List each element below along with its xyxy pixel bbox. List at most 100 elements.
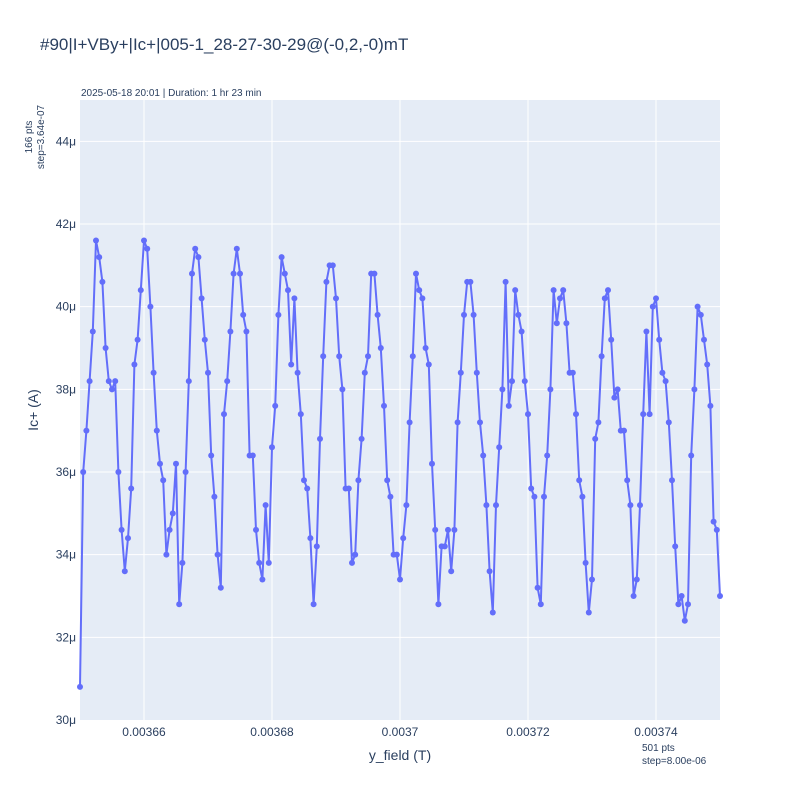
data-point[interactable] — [221, 411, 227, 418]
data-point[interactable] — [541, 493, 547, 500]
data-point[interactable] — [393, 551, 400, 558]
data-point[interactable] — [381, 402, 387, 409]
data-point[interactable] — [201, 336, 208, 343]
data-point[interactable] — [173, 460, 179, 467]
data-point[interactable] — [259, 576, 266, 583]
data-point[interactable] — [713, 526, 720, 533]
data-point[interactable] — [592, 435, 599, 442]
data-point[interactable] — [205, 369, 211, 376]
data-point[interactable] — [80, 469, 87, 475]
data-point[interactable] — [160, 477, 167, 484]
data-point[interactable] — [377, 345, 384, 351]
data-point[interactable] — [214, 551, 221, 558]
data-point[interactable] — [297, 411, 304, 418]
data-point[interactable] — [336, 353, 343, 360]
data-point[interactable] — [675, 601, 682, 608]
data-point[interactable] — [320, 353, 327, 360]
data-point[interactable] — [505, 402, 512, 409]
data-point[interactable] — [422, 345, 429, 351]
data-point[interactable] — [285, 287, 291, 294]
data-point[interactable] — [659, 369, 666, 376]
data-point[interactable] — [182, 469, 189, 475]
data-point[interactable] — [262, 502, 269, 509]
data-point[interactable] — [707, 402, 714, 409]
data-point[interactable] — [349, 559, 355, 566]
data-point[interactable] — [403, 502, 410, 509]
data-point[interactable] — [147, 303, 154, 310]
data-point[interactable] — [288, 361, 295, 368]
data-point[interactable] — [518, 328, 525, 335]
data-point[interactable] — [544, 452, 551, 459]
data-point[interactable] — [125, 535, 131, 542]
data-point[interactable] — [496, 444, 503, 451]
data-point[interactable] — [233, 245, 240, 252]
data-point[interactable] — [454, 419, 461, 426]
data-point[interactable] — [691, 386, 698, 393]
data-point[interactable] — [681, 617, 688, 624]
data-point[interactable] — [195, 254, 202, 261]
data-point[interactable] — [528, 485, 535, 492]
data-point[interactable] — [217, 584, 224, 591]
data-point[interactable] — [649, 303, 656, 310]
data-point[interactable] — [445, 526, 451, 533]
data-point[interactable] — [605, 287, 611, 294]
data-point[interactable] — [358, 435, 365, 442]
data-point[interactable] — [717, 593, 723, 599]
data-point[interactable] — [653, 295, 659, 302]
data-point[interactable] — [96, 254, 103, 261]
data-point[interactable] — [374, 311, 381, 318]
data-point[interactable] — [153, 427, 160, 434]
data-point[interactable] — [419, 295, 426, 302]
data-point[interactable] — [115, 469, 122, 475]
data-point[interactable] — [643, 328, 650, 335]
data-point[interactable] — [179, 559, 186, 566]
data-point[interactable] — [323, 278, 330, 285]
data-point[interactable] — [425, 361, 432, 368]
data-point[interactable] — [573, 411, 579, 418]
data-point[interactable] — [304, 485, 311, 492]
data-point[interactable] — [512, 287, 519, 294]
data-point[interactable] — [627, 502, 634, 509]
data-point[interactable] — [547, 386, 554, 393]
data-point[interactable] — [704, 361, 711, 368]
data-point[interactable] — [608, 336, 615, 343]
data-point[interactable] — [672, 543, 679, 550]
data-point[interactable] — [451, 526, 458, 533]
data-point[interactable] — [553, 320, 560, 327]
data-point[interactable] — [400, 535, 407, 542]
data-point[interactable] — [121, 568, 128, 575]
data-point[interactable] — [118, 526, 125, 533]
data-point[interactable] — [611, 394, 618, 401]
data-point[interactable] — [77, 683, 83, 690]
data-point[interactable] — [569, 369, 576, 376]
data-point[interactable] — [416, 287, 423, 294]
data-point[interactable] — [112, 378, 119, 385]
data-point[interactable] — [339, 386, 346, 393]
data-point[interactable] — [99, 278, 106, 285]
data-point[interactable] — [409, 353, 416, 360]
data-point[interactable] — [614, 386, 621, 393]
data-point[interactable] — [275, 311, 282, 318]
data-point[interactable] — [345, 485, 352, 492]
data-point[interactable] — [281, 270, 288, 277]
data-point[interactable] — [227, 328, 234, 335]
data-point[interactable] — [253, 526, 259, 533]
data-point[interactable] — [493, 502, 499, 509]
data-point[interactable] — [89, 328, 96, 335]
data-point[interactable] — [429, 460, 435, 467]
data-point[interactable] — [665, 419, 672, 426]
data-point[interactable] — [685, 601, 691, 608]
data-point[interactable] — [461, 311, 467, 318]
data-point[interactable] — [307, 535, 314, 542]
data-point[interactable] — [579, 493, 586, 500]
data-point[interactable] — [224, 378, 231, 385]
data-point[interactable] — [387, 493, 394, 500]
data-point[interactable] — [509, 378, 515, 385]
data-point[interactable] — [598, 353, 605, 360]
data-point[interactable] — [192, 245, 199, 252]
data-point[interactable] — [83, 427, 90, 434]
data-point[interactable] — [102, 345, 109, 351]
data-point[interactable] — [240, 311, 247, 318]
data-point[interactable] — [291, 295, 298, 302]
data-point[interactable] — [432, 526, 439, 533]
